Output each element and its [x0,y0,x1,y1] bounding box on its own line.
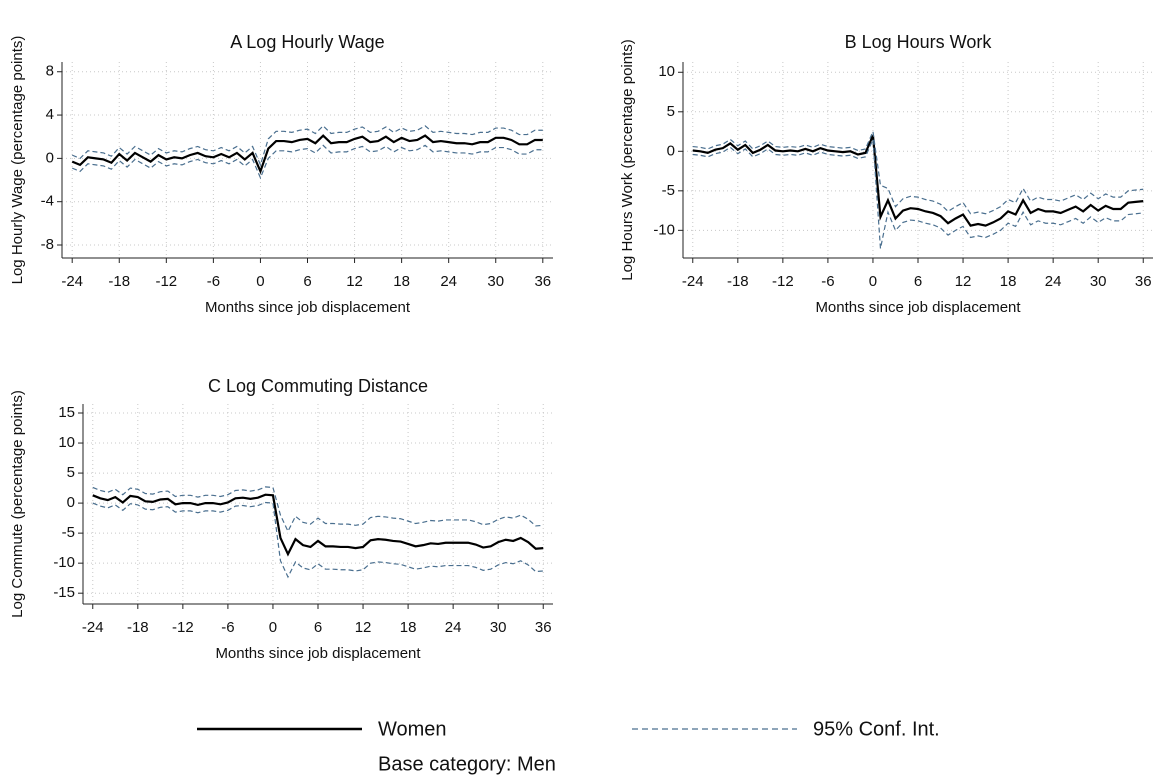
x-tick-label: -12 [172,619,194,636]
x-tick-label: -6 [207,273,220,290]
x-tick-label: -6 [221,619,234,636]
y-tick-label: 5 [67,464,75,481]
x-tick-label: 24 [445,619,462,636]
x-tick-label: -18 [127,619,149,636]
y-tick-label: 0 [46,149,54,166]
ci-line [692,139,1144,249]
x-tick-label: -6 [821,273,834,290]
series-line [692,135,1144,227]
x-axis-title: Months since job displacement [215,645,421,662]
x-tick-label: -18 [108,273,130,290]
ci-line [92,501,544,579]
x-tick-label: -12 [155,273,177,290]
x-tick-label: -24 [82,619,104,636]
x-tick-label: 36 [535,619,552,636]
x-tick-label: 12 [346,273,363,290]
ci-line [92,486,544,533]
x-tick-label: 24 [440,273,457,290]
x-tick-label: 36 [1135,273,1152,290]
y-tick-label: -8 [41,236,54,253]
x-tick-label: 18 [400,619,417,636]
ci-line [71,144,543,180]
x-tick-label: -18 [727,273,749,290]
x-axis-title: Months since job displacement [815,299,1021,316]
y-axis-title: Log Hours Work (percentage points) [619,39,636,281]
y-tick-label: 0 [667,142,675,159]
x-tick-label: 36 [534,273,551,290]
x-tick-label: 30 [490,619,507,636]
chart-title: C Log Commuting Distance [208,376,428,396]
y-tick-label: 10 [658,63,675,80]
ci-line [71,125,543,167]
y-tick-label: -10 [653,221,675,238]
legend-label: Women [378,718,447,740]
x-tick-label: -24 [61,273,83,290]
y-tick-label: 8 [46,63,54,80]
x-tick-label: 12 [355,619,372,636]
note: Base category: Men [378,753,556,775]
x-tick-label: -24 [682,273,704,290]
chart-title: A Log Hourly Wage [230,32,384,52]
y-tick-label: -4 [41,193,54,210]
chart-title: B Log Hours Work [845,32,993,52]
x-tick-label: 6 [303,273,311,290]
x-tick-label: 6 [314,619,322,636]
y-tick-label: 0 [67,494,75,511]
series-line [92,493,544,557]
y-tick-label: -15 [53,584,75,601]
y-tick-label: 15 [58,404,75,421]
x-tick-label: 18 [1000,273,1017,290]
x-tick-label: 0 [869,273,877,290]
series-line [71,134,543,175]
x-tick-label: 30 [1090,273,1107,290]
y-tick-label: -5 [62,524,75,541]
x-tick-label: 6 [914,273,922,290]
ci-line [692,129,1144,215]
y-tick-label: 5 [667,103,675,120]
x-tick-label: 12 [955,273,972,290]
x-tick-label: 24 [1045,273,1062,290]
y-tick-label: 4 [46,106,54,123]
x-tick-label: 0 [256,273,264,290]
x-axis-title: Months since job displacement [205,299,411,316]
y-tick-label: 10 [58,434,75,451]
x-tick-label: 30 [487,273,504,290]
x-tick-label: 0 [269,619,277,636]
x-tick-label: 18 [393,273,410,290]
y-tick-label: -5 [662,182,675,199]
y-axis-title: Log Hourly Wage (percentage points) [9,36,26,285]
y-tick-label: -10 [53,554,75,571]
legend-label: 95% Conf. Int. [813,718,940,740]
y-axis-title: Log Commute (percentage points) [9,390,26,618]
x-tick-label: -12 [772,273,794,290]
